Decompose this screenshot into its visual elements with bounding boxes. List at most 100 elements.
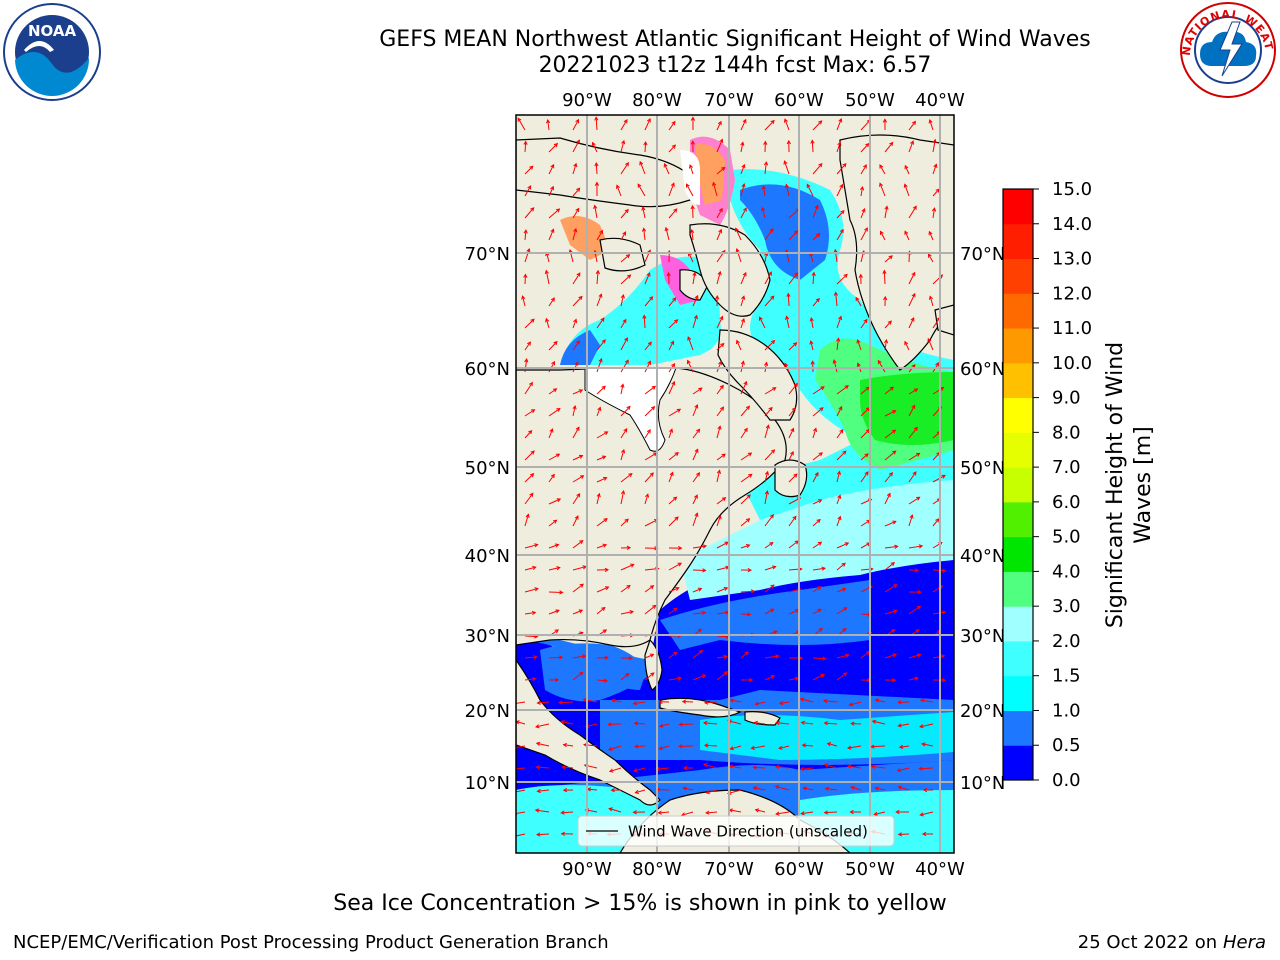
wind-arrow [643,228,646,241]
wind-arrow [537,701,550,704]
wind-arrow-head [742,271,747,277]
wind-arrow [596,339,606,351]
wind-arrow [755,701,766,705]
lon-label-top: 50°W [845,90,895,111]
wind-arrow-head [816,518,821,524]
wind-arrow-head [742,118,747,124]
wind-arrow-head [914,568,920,573]
wind-arrow-head [572,405,577,410]
wind-arrow-head [841,562,846,567]
wind-arrow [740,544,750,549]
wind-arrow-head [723,586,729,591]
wind-arrow [596,230,603,241]
wind-arrow-head [748,473,753,478]
wind-arrow [836,385,849,395]
wind-arrow [764,655,779,659]
wind-arrow [836,118,842,131]
wind-arrow [687,336,694,351]
wind-arrow-head [603,518,608,523]
wind-arrow [836,163,847,175]
wind-arrow [635,745,646,748]
wind-arrow [635,789,646,794]
wind-arrow-head [649,472,654,477]
wind-arrow [668,496,677,505]
wind-arrow [616,185,622,197]
wind-arrow [668,319,678,329]
wind-arrow-head [624,208,629,214]
wind-arrow [764,252,768,263]
colorbar-tick-label: 0.5 [1052,735,1081,756]
wind-arrow-head [701,610,707,615]
wind-arrow-head [670,340,675,345]
wind-arrow [548,297,555,307]
wind-arrow [851,786,862,791]
wind-arrow-head [582,565,587,570]
wind-arrow-head [603,678,609,683]
wind-arrow-head [745,544,751,549]
wind-arrow [692,472,700,483]
wind-arrow-head [578,295,583,301]
colorbar-tick-label: 13.0 [1052,249,1092,270]
wind-arrow-head [775,720,780,726]
wind-arrow [812,452,823,461]
wind-arrow-head [763,161,769,166]
wind-arrow-head [523,273,528,278]
wind-arrow-head [536,832,541,837]
wind-arrow-head [740,360,745,365]
run-date: 25 Oct 2022 on Hera [1078,932,1266,953]
wind-arrow-head [735,248,740,253]
wind-arrow-head [941,678,947,683]
wind-arrow [884,320,892,329]
wind-arrow-head [893,584,898,589]
wind-arrow-head [550,228,555,233]
wind-arrow [740,164,745,175]
wind-arrow [572,319,577,329]
wind-arrow-head [686,183,690,188]
wind-arrow-head [903,183,908,188]
wind-arrow [872,720,886,725]
wind-arrow-head [863,164,867,169]
wind-arrow [860,227,868,241]
wind-arrow [596,518,608,527]
wind-arrow [716,139,723,153]
wind-arrow [620,274,631,285]
wind-arrow [836,672,847,681]
wind-arrow-head [634,789,639,794]
wind-arrow-head [914,676,919,681]
wind-arrow-head [686,359,691,365]
wind-arrow [884,653,897,659]
wind-arrow [716,655,727,659]
wind-arrow-head [927,337,932,343]
wind-arrow-head [889,141,894,147]
wind-arrow [778,745,790,749]
wind-arrow-head [810,360,815,365]
wind-arrow-head [715,295,720,300]
wind-arrow-head [856,338,861,344]
colorbar-tick-label: 11.0 [1052,318,1092,339]
wind-arrow-head [576,272,581,277]
wind-arrow [801,811,814,815]
wind-arrow-head [928,230,933,236]
wind-arrow-head [698,649,704,654]
wind-arrow [834,249,838,263]
wind-arrow [932,139,936,153]
wind-arrow-head [594,181,600,186]
wind-arrow-head [724,541,729,546]
wind-arrow [740,452,752,461]
wind-arrow [572,119,579,131]
wind-arrow [908,405,916,417]
wind-arrow [836,654,849,659]
wind-arrow-head [645,493,650,498]
map-legend: Wind Wave Direction (unscaled) [577,815,895,847]
wind-arrow [716,167,726,175]
wind-arrow [879,183,886,197]
wind-arrow-head [647,341,652,346]
wind-arrow [740,119,747,131]
wind-arrow [908,272,916,285]
wind-arrow [932,518,940,527]
wind-arrow [516,833,526,837]
wind-arrow [729,809,742,813]
wind-arrow-head [894,544,899,549]
wind-arrow [620,319,627,329]
